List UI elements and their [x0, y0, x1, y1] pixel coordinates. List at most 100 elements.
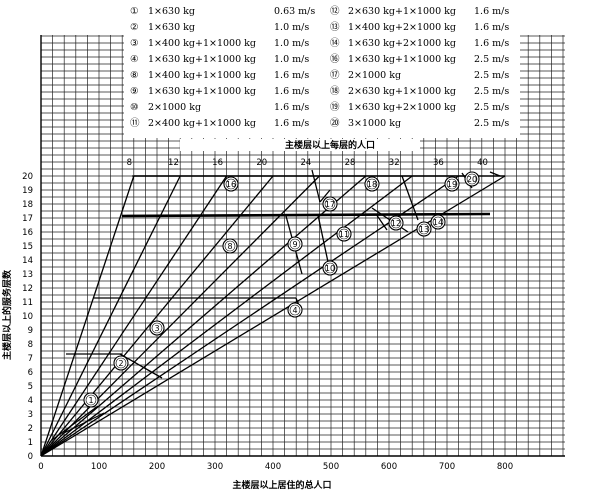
x-axis-label: 主楼层以上居住的总人口	[232, 479, 331, 491]
curve-label-inner	[151, 322, 163, 334]
legend-speed: 1.0 m/s	[274, 54, 309, 65]
y-tick-label: 11	[22, 298, 33, 308]
top-tick-label: 24	[300, 158, 311, 168]
legend-number: ⑰	[330, 70, 340, 81]
legend-row: ⑬ 1×400 kg+2×1000 kg 1.6 m/s	[330, 22, 509, 33]
curve-label-3: 3	[149, 320, 165, 336]
curve-label-text: 11	[339, 230, 349, 239]
x-tick-label: 700	[439, 462, 455, 472]
curve-label-text: 13	[419, 225, 429, 234]
boundary-line	[121, 212, 491, 218]
legend-row: ⑳ 3×1000 kg 2.5 m/s	[330, 118, 509, 129]
legend-row: ⑩ 2×1000 kg 1.6 m/s	[130, 102, 309, 113]
y-tick-label: 6	[28, 368, 33, 378]
legend-number: ⑭	[330, 38, 340, 49]
legend-row: ⑰ 2×1000 kg 2.5 m/s	[330, 70, 509, 81]
curve-label-inner	[390, 217, 402, 229]
legend-number: ②	[130, 22, 139, 33]
legend-row: ④ 1×630 kg+1×1000 kg 1.0 m/s	[130, 54, 309, 65]
legend-row: ③ 1×400 kg+1×1000 kg 1.0 m/s	[130, 38, 309, 49]
legend-spec: 1×400 kg+1×1000 kg	[148, 38, 256, 49]
curve-label-inner	[225, 178, 237, 190]
curve-label-10: 10	[322, 260, 338, 276]
x-tick-label: 600	[381, 462, 397, 472]
legend-speed: 2.5 m/s	[474, 54, 509, 65]
curve-label-2: 2	[113, 355, 129, 371]
x-tick-label: 0	[38, 462, 43, 472]
legend-number: ⑪	[130, 118, 140, 129]
legend-spec: 1×630 kg+1×1000 kg	[148, 54, 256, 65]
boundary-line	[489, 171, 501, 177]
x-tick-label: 100	[91, 462, 107, 472]
top-tick-label: 40	[477, 158, 488, 168]
legend-number: ⑩	[130, 102, 139, 113]
legend: ① 1×630 kg 0.63 m/s ② 1×630 kg 1.0 m/s ③ 1×400 …	[130, 6, 509, 129]
y-axis-label: 主楼层以上的服务层数	[1, 269, 13, 360]
curve-label-inner	[366, 178, 378, 190]
legend-number: ⑬	[330, 22, 340, 33]
legend-row: ⑧ 1×400 kg+1×1000 kg 1.6 m/s	[130, 70, 309, 81]
legend-number: ⑱	[330, 86, 340, 97]
legend-speed: 1.6 m/s	[274, 102, 309, 113]
legend-speed: 1.0 m/s	[274, 22, 309, 33]
legend-speed: 1.6 m/s	[474, 6, 509, 17]
curve-label-text: 9	[292, 240, 297, 249]
boundary-line	[375, 213, 388, 231]
curve-label-19: 19	[444, 176, 460, 192]
curve-label-text: 20	[467, 175, 477, 184]
legend-spec: 1×630 kg	[148, 22, 195, 33]
curve-label-inner	[432, 216, 444, 228]
curve-label-text: 18	[367, 180, 377, 189]
y-tick-label: 0	[28, 452, 33, 462]
y-tick-label: 17	[22, 214, 33, 224]
curve-label-13: 13	[416, 221, 432, 237]
legend-spec: 2×1000 kg	[148, 102, 201, 113]
curve-label-inner	[338, 228, 350, 240]
legend-row: ⑭ 1×630 kg+2×1000 kg 1.6 m/s	[330, 38, 509, 49]
curve-label-4: 4	[287, 302, 303, 318]
curve-label-18: 18	[364, 176, 380, 192]
legend-box	[124, 0, 520, 138]
curve-label-text: 16	[226, 180, 236, 189]
y-tick-label: 4	[28, 396, 33, 406]
legend-number: ③	[130, 38, 139, 49]
legend-speed: 1.6 m/s	[474, 22, 509, 33]
top-tick-label: 8	[127, 158, 132, 168]
per-floor-line	[40, 175, 320, 457]
curve-label-inner	[324, 262, 336, 274]
legend-number: ⑳	[330, 118, 340, 129]
y-tick-label: 15	[22, 242, 33, 252]
curve-label-inner	[289, 238, 301, 250]
legend-speed: 2.5 m/s	[474, 70, 509, 81]
legend-speed: 2.5 m/s	[474, 86, 509, 97]
legend-row: ⑯ 1×630 kg+1×1000 kg 2.5 m/s	[330, 54, 509, 65]
legend-speed: 1.6 m/s	[474, 38, 509, 49]
per-floor-line	[40, 175, 181, 457]
legend-spec: 2×630 kg+1×1000 kg	[348, 86, 456, 97]
top-tick-label: 12	[168, 158, 179, 168]
y-tick-label: 13	[22, 270, 33, 280]
boundary-line	[61, 412, 105, 435]
curve-label-text: 8	[227, 242, 232, 251]
legend-row: ① 1×630 kg 0.63 m/s	[130, 6, 315, 17]
top-tick-label: 36	[433, 158, 444, 168]
curve-label-text: 19	[447, 180, 457, 189]
boundary-line	[119, 353, 163, 379]
legend-spec: 1×630 kg	[148, 6, 195, 17]
legend-speed: 0.63 m/s	[274, 6, 315, 17]
curve-boundaries	[51, 169, 501, 441]
per-floor-line	[40, 175, 228, 457]
top-tick-label: 16	[212, 158, 223, 168]
legend-speed: 1.6 m/s	[274, 70, 309, 81]
legend-number: ⑧	[130, 70, 139, 81]
legend-row: ⑲ 1×630 kg+2×1000 kg 2.5 m/s	[330, 102, 509, 113]
per-floor-line	[40, 175, 367, 457]
legend-row: ⑫ 2×630 kg+1×1000 kg 1.6 m/s	[330, 6, 509, 17]
y-tick-label: 8	[28, 340, 33, 350]
curve-label-text: 17	[325, 200, 335, 209]
legend-spec: 3×1000 kg	[348, 118, 401, 129]
legend-row: ⑨ 1×630 kg+1×1000 kg 1.6 m/s	[130, 86, 309, 97]
curve-label-text: 10	[325, 264, 335, 273]
